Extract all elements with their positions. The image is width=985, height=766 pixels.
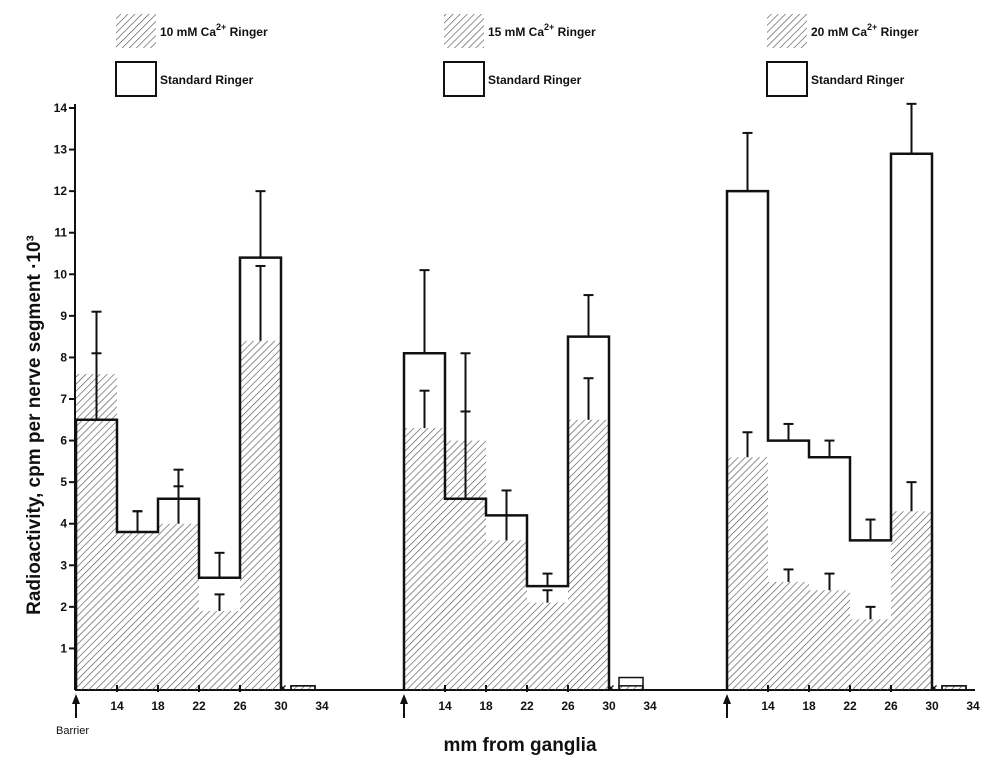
x-tick-label: 30 [602, 699, 616, 713]
cross-mark: × [930, 681, 937, 695]
hatched-bar [850, 619, 891, 690]
x-tick-label: 26 [561, 699, 575, 713]
y-tick-label: 14 [54, 101, 68, 115]
barrier-label: Barrier [56, 725, 89, 737]
x-tick-label: 18 [151, 699, 165, 713]
x-tick-label: 22 [520, 699, 534, 713]
y-tick-label: 5 [60, 475, 67, 489]
y-tick-label: 10 [54, 267, 68, 281]
barrier-arrowhead [723, 694, 731, 704]
hatched-bar [76, 374, 117, 690]
legend-label: Standard Ringer [488, 73, 582, 87]
x-tick-label: 22 [843, 699, 857, 713]
x-tick-label: 30 [274, 699, 288, 713]
y-axis-title: Radioactivity, cpm per nerve segment ·10… [24, 235, 45, 615]
y-tick-label: 4 [60, 517, 67, 531]
hatched-bar [768, 582, 809, 690]
hatched-bar [486, 540, 527, 690]
barrier-arrowhead [400, 694, 408, 704]
hatched-bar [240, 341, 281, 690]
legend-label: Standard Ringer [160, 73, 254, 87]
y-tick-label: 8 [60, 350, 67, 364]
x-tick-label: 34 [315, 699, 329, 713]
x-tick-label: 26 [233, 699, 247, 713]
legend-label: Standard Ringer [811, 73, 905, 87]
x-tick-label: 30 [925, 699, 939, 713]
x-tick-label: 14 [761, 699, 775, 713]
legend-swatch-hatched [444, 14, 484, 48]
hatched-bar [727, 457, 768, 690]
x-tick-label: 14 [438, 699, 452, 713]
x-tick-label: 26 [884, 699, 898, 713]
legend-label: 20 mM Ca2+ Ringer [811, 22, 919, 39]
y-tick-label: 12 [54, 184, 68, 198]
hatched-bar [809, 590, 850, 690]
legend-swatch-open [444, 62, 484, 96]
hatched-bar [568, 420, 609, 690]
x-tick-label: 34 [643, 699, 657, 713]
y-tick-label: 9 [60, 309, 67, 323]
hatched-bar [404, 428, 445, 690]
legend-swatch-open [767, 62, 807, 96]
cross-mark: × [279, 681, 286, 695]
legend-swatch-open [116, 62, 156, 96]
hatched-bar [199, 611, 240, 690]
y-tick-label: 2 [60, 600, 67, 614]
x-tick-label: 18 [479, 699, 493, 713]
x-tick-label: 14 [110, 699, 124, 713]
hatched-bar [158, 524, 199, 690]
x-tick-label: 34 [966, 699, 980, 713]
y-tick-label: 3 [60, 558, 67, 572]
hatched-bar [117, 532, 158, 690]
legend-swatch-hatched [116, 14, 156, 48]
hatched-bar [527, 603, 568, 690]
y-tick-label: 7 [60, 392, 67, 406]
x-tick-label: 22 [192, 699, 206, 713]
y-tick-label: 1 [60, 641, 67, 655]
y-tick-label: 13 [54, 143, 68, 157]
x-axis-title: mm from ganglia [443, 735, 597, 756]
legend-label: 10 mM Ca2+ Ringer [160, 22, 268, 39]
x-tick-label: 18 [802, 699, 816, 713]
legend-swatch-hatched [767, 14, 807, 48]
cross-mark: × [607, 681, 614, 695]
y-tick-label: 6 [60, 434, 67, 448]
barrier-arrowhead [72, 694, 80, 704]
hatched-bar [891, 511, 932, 690]
y-tick-label: 11 [54, 226, 67, 240]
legend-label: 15 mM Ca2+ Ringer [488, 22, 596, 39]
